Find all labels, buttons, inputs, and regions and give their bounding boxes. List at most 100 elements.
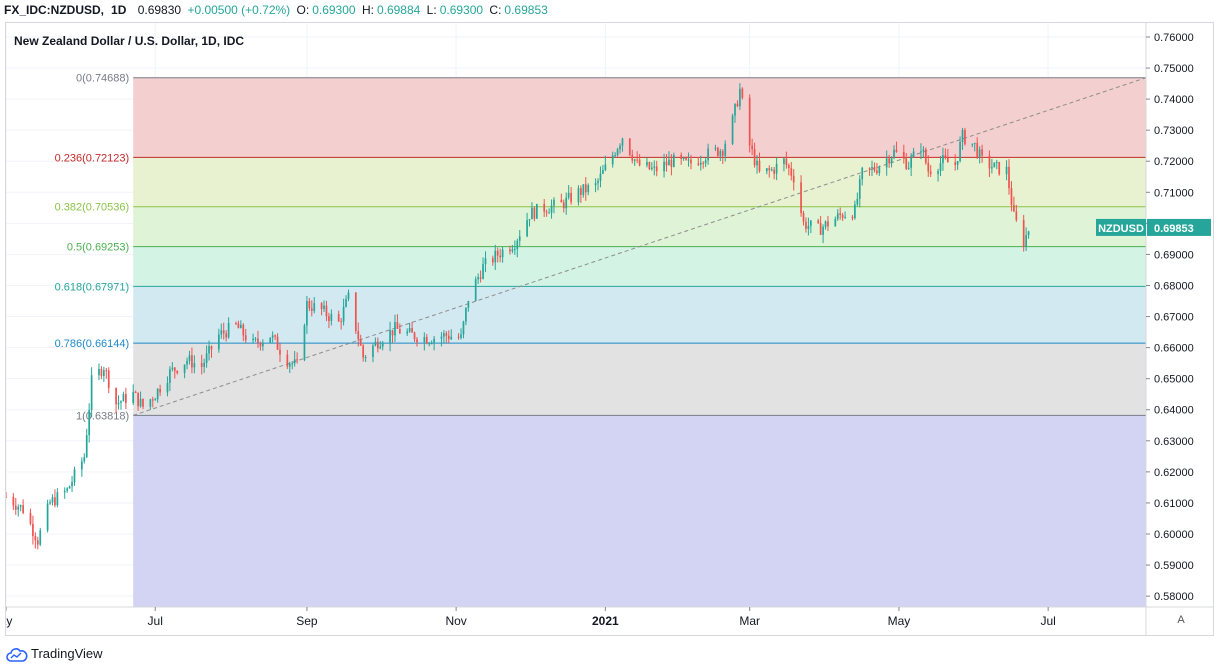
time-tick-label: ay (6, 614, 12, 628)
candle-body (893, 149, 895, 158)
candle-body (107, 370, 110, 389)
candle-body (22, 505, 24, 513)
candle-body (567, 192, 570, 198)
candle-body (132, 391, 135, 404)
candle-body (222, 330, 225, 334)
chart-frame[interactable]: 0(0.74688) 0.236(0.72123) 0.382(0.70536) 0.… (5, 22, 1214, 636)
candle-body (188, 355, 191, 361)
candle-body (381, 343, 384, 347)
candle-body (924, 149, 927, 163)
candle-body (868, 167, 871, 169)
candle-body (756, 160, 758, 166)
candle-body (707, 148, 709, 161)
time-tick-label: May (888, 614, 911, 628)
price-chart[interactable]: 0(0.74688) 0.236(0.72123) 0.382(0.70536) 0.… (6, 23, 1213, 635)
candle-body (663, 161, 665, 172)
candle-body (39, 530, 42, 545)
candle-body (372, 345, 374, 358)
candle-body (1010, 188, 1013, 205)
candle-body (959, 141, 961, 161)
candle-body (509, 249, 511, 252)
candle-body (293, 359, 296, 364)
candle-body (36, 540, 39, 545)
candle-body (614, 155, 616, 157)
candle-body (783, 158, 785, 164)
candle-body (841, 214, 844, 218)
auto-scale-button[interactable]: A (1177, 614, 1185, 626)
candle-body (1013, 204, 1015, 212)
candle-body (543, 203, 546, 212)
candle-body (839, 213, 842, 215)
price-tick-label: 0.61000 (1154, 498, 1194, 510)
candle-body (731, 115, 734, 144)
candle-body (425, 336, 428, 344)
close-value: 0.69853 (504, 3, 548, 17)
candle-body (169, 369, 171, 383)
candle-body (973, 142, 976, 144)
candle-body (768, 168, 771, 171)
candle-body (288, 363, 291, 367)
candle-body (734, 103, 736, 116)
price-tick-label: 0.58000 (1154, 591, 1194, 603)
candle-body (443, 333, 445, 337)
candle-body (445, 333, 448, 336)
candle-body (616, 149, 619, 156)
candle-body (477, 277, 480, 280)
candle-body (494, 250, 497, 263)
fib-level-label-0.618: 0.618(0.67971) (55, 281, 130, 293)
price-tick-label: 0.69000 (1154, 249, 1194, 261)
symbol-label: NZDUSD (1098, 223, 1144, 235)
candle-body (736, 103, 739, 107)
candle-body (156, 388, 159, 400)
candle-body (274, 335, 276, 337)
candle-body (242, 324, 245, 336)
candle-body (491, 258, 494, 263)
candle-body (63, 490, 66, 493)
candle-body (342, 306, 345, 322)
tradingview-logo[interactable]: TradingView (6, 645, 103, 663)
fib-level-label-1: 1(0.63818) (76, 410, 129, 422)
candle-body (995, 161, 998, 163)
low-label: L: (426, 3, 437, 17)
candle-body (819, 222, 822, 235)
candle-body (920, 151, 922, 153)
candle-body (834, 218, 837, 227)
candle-body (467, 300, 470, 308)
candle-body (976, 142, 979, 158)
candle-body (604, 164, 607, 171)
candle-body (971, 143, 974, 145)
candle-body (430, 343, 433, 345)
candle-body (685, 157, 687, 160)
candle-body (800, 182, 802, 214)
candle-body (151, 399, 154, 401)
candle-body (824, 221, 827, 227)
candle-body (851, 216, 854, 219)
candle-body (1027, 231, 1030, 236)
price-tick-label: 0.66000 (1154, 343, 1194, 355)
candle-body (166, 382, 169, 393)
candle-body (513, 248, 516, 250)
candle-body (252, 338, 254, 341)
footer: TradingView (0, 641, 1214, 666)
time-tick-label: Sep (296, 614, 318, 628)
candle-body (939, 163, 942, 172)
symbol-info-bar: FX_IDC:NZDUSD, 1D 0.69830 +0.00500 (+0.72… (0, 0, 1214, 20)
candle-body (391, 330, 394, 336)
candle-body (271, 335, 274, 338)
price-tick-label: 0.60000 (1154, 529, 1194, 541)
candle-body (6, 496, 7, 498)
candle-body (29, 512, 32, 524)
candle-body (347, 292, 350, 300)
candle-body (208, 346, 210, 354)
candle-body (690, 159, 692, 164)
candle-body (836, 213, 839, 219)
candle-body (149, 399, 152, 407)
candle-body (345, 299, 347, 307)
candle-body (844, 216, 846, 218)
symbol-name[interactable]: FX_IDC:NZDUSD, (4, 3, 105, 17)
candle-body (88, 409, 91, 436)
timeframe[interactable]: 1D (111, 3, 127, 17)
candle-body (122, 393, 125, 402)
candle-body (765, 168, 768, 172)
fib-level-label-0.382: 0.382(0.70536) (55, 202, 130, 214)
